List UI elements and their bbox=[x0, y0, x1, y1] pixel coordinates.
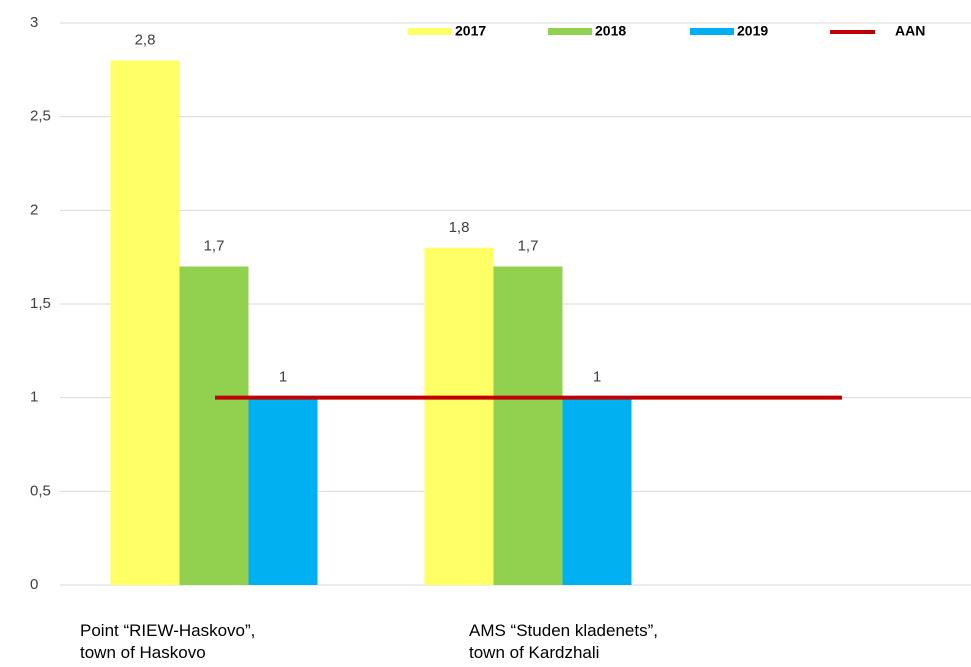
y-tick-label: 1,5 bbox=[30, 295, 51, 312]
y-tick-label: 2,5 bbox=[30, 108, 51, 125]
x-tick-label: AMS “Studen kladenets”, town of Kardzhal… bbox=[469, 621, 658, 662]
y-tick-label: 0,5 bbox=[30, 482, 51, 499]
y-tick-label: 2 bbox=[30, 201, 38, 218]
legend-swatch bbox=[548, 28, 592, 35]
y-tick-label: 3 bbox=[30, 14, 38, 31]
data-label: 1,8 bbox=[449, 219, 470, 236]
bar bbox=[110, 60, 180, 585]
legend-label: 2017 bbox=[455, 23, 486, 39]
data-label: 1,7 bbox=[204, 238, 225, 255]
legend-label: AAN bbox=[895, 23, 925, 39]
x-tick-label: Point “RIEW-Haskovo”, town of Haskovo bbox=[80, 621, 256, 662]
legend-swatch bbox=[690, 28, 734, 35]
y-tick-label: 0 bbox=[30, 576, 38, 593]
legend-label: 2018 bbox=[595, 23, 626, 39]
data-label: 1,7 bbox=[518, 238, 539, 255]
data-label: 1 bbox=[279, 369, 287, 386]
bar bbox=[493, 266, 563, 585]
data-label: 1 bbox=[593, 369, 601, 386]
bar bbox=[248, 397, 318, 585]
legend-label: 2019 bbox=[737, 23, 768, 39]
legend-swatch bbox=[408, 28, 452, 35]
bar bbox=[424, 247, 494, 586]
data-label: 2,8 bbox=[135, 31, 156, 48]
bar bbox=[179, 266, 249, 585]
y-tick-label: 1 bbox=[30, 389, 38, 406]
bar bbox=[562, 397, 632, 585]
